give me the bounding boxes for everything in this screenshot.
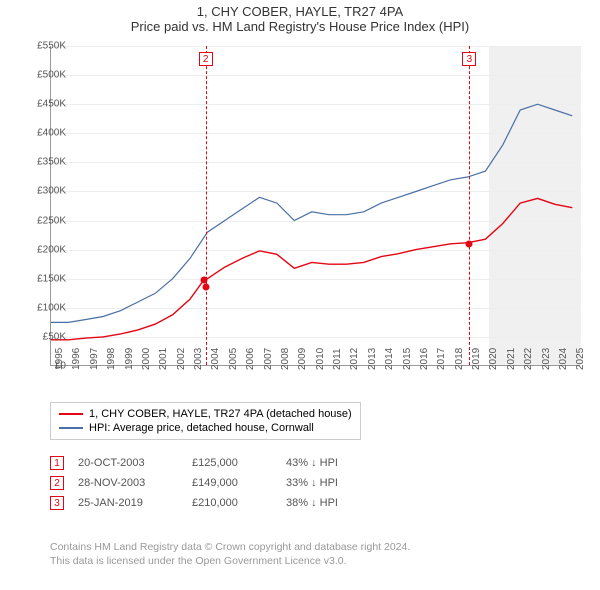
event-date: 20-OCT-2003 [78,457,178,469]
event-marker-box: 3 [50,496,64,510]
legend-item: 1, CHY COBER, HAYLE, TR27 4PA (detached … [59,407,352,421]
event-note: 38% ↓ HPI [286,497,338,509]
legend-label: 1, CHY COBER, HAYLE, TR27 4PA (detached … [89,408,352,420]
plot-area: 23 [50,46,580,366]
events-table: 1 20-OCT-2003 £125,000 43% ↓ HPI 2 28-NO… [50,450,338,516]
chart-title: 1, CHY COBER, HAYLE, TR27 4PA [0,0,600,19]
chart-subtitle: Price paid vs. HM Land Registry's House … [0,19,600,38]
event-row: 3 25-JAN-2019 £210,000 38% ↓ HPI [50,496,338,510]
event-date: 28-NOV-2003 [78,477,178,489]
legend-swatch [59,413,83,415]
footer-attribution: Contains HM Land Registry data © Crown c… [50,540,410,568]
legend-label: HPI: Average price, detached house, Corn… [89,422,314,434]
event-date: 25-JAN-2019 [78,497,178,509]
event-note: 33% ↓ HPI [286,477,338,489]
event-marker-box: 1 [50,456,64,470]
legend-swatch [59,427,83,429]
event-marker-box: 2 [50,476,64,490]
footer-line: Contains HM Land Registry data © Crown c… [50,540,410,554]
footer-line: This data is licensed under the Open Gov… [50,554,410,568]
event-row: 1 20-OCT-2003 £125,000 43% ↓ HPI [50,456,338,470]
legend-box: 1, CHY COBER, HAYLE, TR27 4PA (detached … [50,402,361,440]
chart-lines-svg [51,46,580,365]
event-row: 2 28-NOV-2003 £149,000 33% ↓ HPI [50,476,338,490]
chart-container: { "title": "1, CHY COBER, HAYLE, TR27 4P… [0,0,600,590]
legend-item: HPI: Average price, detached house, Corn… [59,421,352,435]
event-price: £125,000 [192,457,272,469]
event-note: 43% ↓ HPI [286,457,338,469]
event-price: £210,000 [192,497,272,509]
event-price: £149,000 [192,477,272,489]
